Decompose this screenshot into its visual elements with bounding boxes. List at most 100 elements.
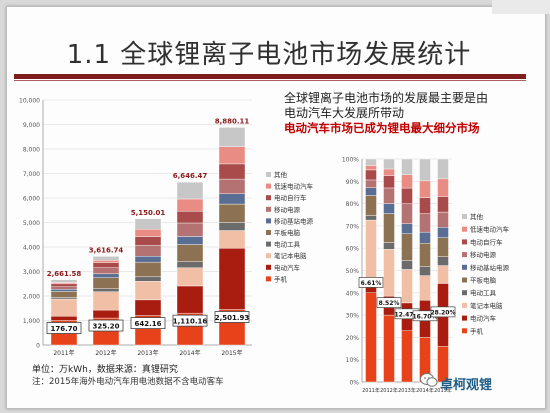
bar-segment [419,158,431,182]
x-tick-label: 2015年 [434,387,452,394]
bar-segment [218,193,246,205]
legend-entry: 移动基站电源 [274,216,314,225]
legend-entry: 手机 [274,274,288,283]
bar-segment [437,178,449,197]
y-tick-label: 0 [36,343,40,350]
bar-segment [50,286,78,290]
bar-segment [401,260,413,270]
legend-swatch [462,214,467,219]
ev-value-label: 642.16 [134,320,161,328]
legend-swatch [462,290,467,296]
bar-segment [134,236,162,246]
bar-segment [92,262,120,268]
y-tick-label: 0% [349,380,359,387]
legend-swatch [462,328,467,334]
bar-segment [383,314,395,383]
bar-segment [134,245,162,257]
legend-swatch [462,302,467,308]
bar-segment [92,267,120,275]
legend-entry: 电动汽车 [470,314,497,323]
legend-swatch [462,226,467,232]
legend-entry: 低速电动汽车 [274,182,314,191]
bar-segment [383,168,395,176]
legend-swatch [266,218,271,224]
legend-swatch [266,264,271,270]
bar-segment [176,211,204,224]
bar-segment [134,256,162,263]
bar-segment [383,158,395,170]
legend-swatch [266,276,271,282]
y-tick-label: 9,000 [23,122,40,129]
legend-entry: 其他 [274,170,288,179]
bar-segment [218,230,246,249]
ev-share-label: 8.52% [379,300,400,307]
bar-segment [419,266,431,276]
legend-entry: 移动电源 [470,250,497,259]
corner-tab [492,0,550,14]
bar-segment [218,247,246,310]
bar-segment [176,267,204,287]
bar-segment [437,265,449,284]
bar-segment [437,196,449,213]
bar-segment [419,197,431,214]
total-label: 6,646.47 [173,172,208,180]
total-label: 5,150.01 [131,209,166,217]
y-tick-label: 5,000 [23,220,40,227]
legend-entry: 平板电脑 [470,276,497,285]
legend-swatch [266,172,271,177]
legend-entry: 电动自行车 [274,193,307,202]
ev-value-box [46,322,82,334]
legend-swatch [266,241,271,247]
bar-segment [365,292,377,383]
legend-swatch [266,195,271,201]
legend-swatch [462,239,467,245]
y-tick-label: 100% [342,157,359,164]
legend-entry: 笔记本电脑 [470,301,503,310]
total-label: 8,880.11 [215,117,250,125]
x-tick-label: 2011年 [362,387,380,394]
bar-segment [92,277,120,289]
wechat-icon [420,373,438,387]
highlight-text: 电动汽车市场已成为锂电最大细分市场 [284,121,480,135]
ev-share-label: 6.61% [361,280,382,287]
x-tick-label: 2012年 [380,387,398,394]
bar-segment [176,236,204,245]
legend-entry: 低速电动汽车 [470,225,510,234]
y-tick-label: 90% [346,179,360,186]
legend-entry: 移动基站电源 [470,263,510,272]
ev-value-label: 2,501.93 [215,314,250,322]
bar-segment [50,315,78,321]
bar-segment [50,279,78,283]
y-tick-label: 6,000 [23,196,40,203]
legend-entry: 电动汽车 [274,263,301,272]
y-tick-label: 40% [346,290,360,297]
bar-segment [176,261,204,269]
description-line-1: 全球锂离子电池市场的发展最主要是由 [284,91,489,105]
footnote-unit: 单位：万kWh，数据来源：真锂研究 [32,365,178,375]
bar-segment [134,281,162,301]
percent-stacked-chart: 0%10%20%30%40%50%60%70%80%90%100%2011年 20… [342,157,510,395]
y-tick-label: 1,000 [23,318,40,325]
bar-segment [437,237,449,257]
x-tick-label: 2014年 [416,387,434,394]
y-tick-label: 2,000 [23,294,40,301]
bar-segment [218,146,246,165]
legend-entry: 平板电脑 [274,228,301,237]
bar-segment [92,309,120,319]
bar-segment [365,165,377,171]
bar-segment [92,273,120,278]
bar-segment [401,203,413,224]
ev-share-label: 12.47% [395,311,420,318]
x-tick-label: 2012年 [95,349,116,357]
legend-entry: 电动工具 [470,288,497,297]
ev-share-box [358,277,384,288]
bar-segment [401,233,413,261]
total-label: 2,661.58 [47,270,82,278]
bar-segment [50,297,78,300]
bar-segment [401,330,413,383]
bar-segment [218,163,246,180]
legend-entry: 移动电源 [274,205,301,214]
bar-segment [176,222,204,237]
bar-segment [134,276,162,282]
bar-segment [383,175,395,189]
